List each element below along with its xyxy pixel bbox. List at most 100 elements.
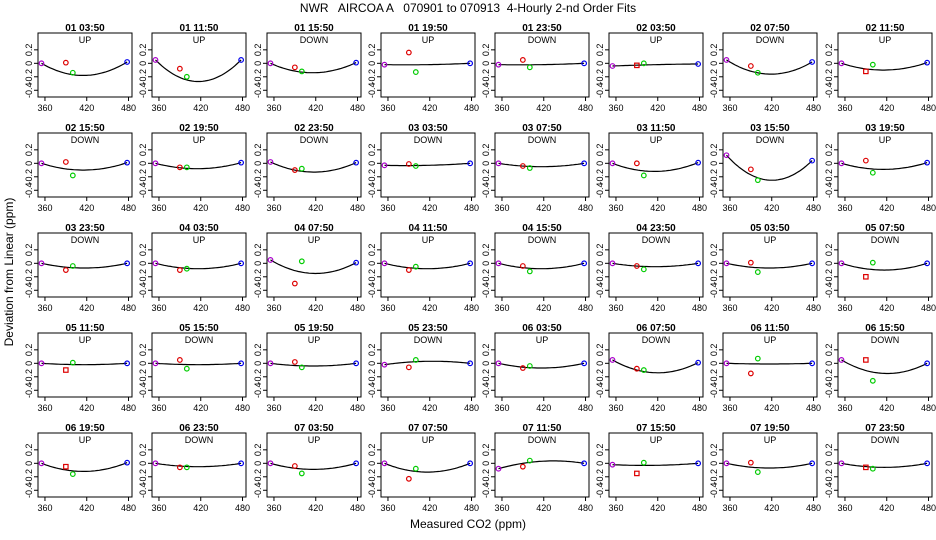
panel-frame (151, 232, 247, 298)
y-tick-label: 0.2 (595, 44, 605, 57)
x-tick-label: 480 (806, 403, 821, 413)
y-tick-label: 0 (824, 361, 834, 366)
y-tick-label: 0 (595, 261, 605, 266)
point-blue (924, 159, 931, 166)
y-tick-label: -0.4 (481, 83, 491, 99)
point-green (298, 165, 305, 172)
panel-frame (608, 332, 704, 398)
y-tick-label: -0.4 (253, 183, 263, 199)
x-tick-label: 360 (837, 203, 852, 213)
point-red (862, 157, 869, 164)
fit-curve (841, 462, 928, 469)
y-tick-label: 0.2 (138, 444, 148, 457)
y-tick-label: -0.2 (595, 369, 605, 385)
x-tick-label: 480 (350, 103, 365, 113)
y-tick-label: -0.4 (595, 183, 605, 199)
x-tick-label: 360 (494, 303, 509, 313)
y-tick-label: -0.4 (595, 383, 605, 399)
x-tick-label: 360 (608, 403, 623, 413)
panel-frame (37, 132, 133, 198)
point-green (69, 263, 76, 269)
x-tick-label: 480 (235, 503, 250, 513)
panel-frame (722, 32, 818, 98)
x-tick-label: 360 (151, 303, 166, 313)
point-red (863, 68, 869, 75)
y-tick-label: -0.2 (253, 69, 263, 85)
x-tick-label: 360 (151, 403, 166, 413)
point-green (69, 471, 76, 477)
point-red (62, 59, 69, 66)
y-tick-label: 0.2 (253, 444, 263, 457)
panel-title: 03 23:50 (65, 223, 105, 234)
fit-curve (155, 162, 242, 170)
panel-direction: DOWN (756, 35, 785, 45)
x-tick-label: 420 (308, 203, 323, 213)
y-tick-label: -0.2 (709, 169, 719, 185)
panel-title: 04 03:50 (179, 223, 219, 234)
fit-curve (498, 362, 585, 369)
y-tick-label: -0.4 (709, 283, 719, 299)
panel-title: 06 15:50 (865, 323, 905, 334)
y-tick-label: 0 (24, 61, 34, 66)
panel-title: 03 11:50 (637, 123, 676, 134)
x-tick-label: 360 (266, 403, 281, 413)
panel-title: 03 07:50 (522, 123, 562, 134)
panel-title: 07 07:50 (408, 423, 448, 434)
panel-direction: DOWN (414, 135, 443, 145)
panel-frame (494, 132, 590, 198)
y-tick-label: 0.2 (824, 44, 834, 57)
point-green (183, 164, 190, 171)
x-tick-label: 360 (380, 403, 395, 413)
x-tick-label: 480 (464, 203, 479, 213)
x-tick-label: 420 (193, 203, 208, 213)
panel-title: 05 03:50 (750, 223, 790, 234)
x-tick-label: 480 (464, 103, 479, 113)
panel-title: 03 15:50 (750, 123, 790, 134)
figure-title: NWR AIRCOA A 070901 to 070913 4-Hourly 2… (299, 1, 637, 15)
panel-direction: DOWN (414, 335, 443, 345)
panel-title: 07 03:50 (294, 423, 334, 434)
fit-curve (726, 262, 813, 269)
x-tick-label: 480 (464, 303, 479, 313)
x-tick-label: 420 (308, 403, 323, 413)
x-tick-label: 420 (879, 403, 894, 413)
point-green (640, 367, 647, 373)
x-tick-label: 420 (308, 503, 323, 513)
y-tick-label: 0 (138, 261, 148, 266)
panel-frame (151, 132, 247, 198)
x-tick-label: 360 (37, 303, 52, 313)
point-red (863, 357, 869, 363)
point-purple (152, 57, 159, 63)
y-tick-label: -0.2 (138, 469, 148, 485)
panel-direction: DOWN (871, 235, 900, 245)
point-green (412, 163, 419, 169)
x-tick-label: 420 (79, 203, 94, 213)
x-tick-label: 480 (578, 103, 593, 113)
panel-direction: UP (879, 135, 892, 145)
x-tick-label: 360 (37, 203, 52, 213)
y-tick-label: -0.2 (595, 69, 605, 85)
y-tick-label: -0.4 (24, 483, 34, 499)
y-tick-label: 0.2 (709, 144, 719, 157)
y-tick-label: -0.4 (709, 83, 719, 99)
x-tick-label: 420 (422, 303, 437, 313)
y-tick-label: -0.2 (709, 269, 719, 285)
point-green (640, 172, 647, 179)
point-red (62, 159, 69, 165)
y-tick-label: 0.2 (595, 344, 605, 357)
panel-frame (608, 432, 704, 498)
fit-curve (155, 262, 242, 270)
x-tick-label: 360 (151, 503, 166, 513)
y-tick-label: -0.2 (253, 269, 263, 285)
point-red (405, 267, 412, 273)
point-red (176, 164, 183, 171)
point-blue (467, 460, 474, 467)
panel-direction: UP (536, 335, 549, 345)
panel-frame (37, 332, 133, 398)
point-blue (124, 459, 131, 466)
x-tick-label: 420 (536, 503, 551, 513)
